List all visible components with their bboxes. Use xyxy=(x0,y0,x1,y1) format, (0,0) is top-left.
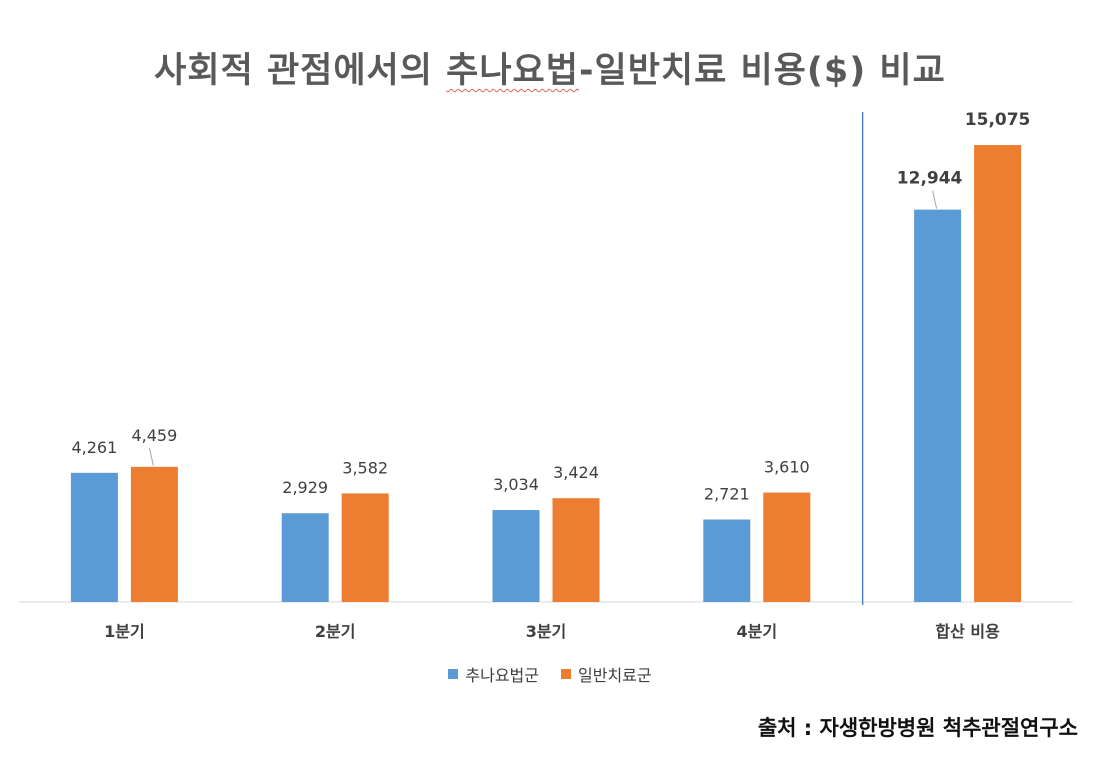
data-label: 3,424 xyxy=(553,463,599,482)
chart-title: 사회적 관점에서의 추나요법-일반치료 비용($) 비교 xyxy=(0,42,1100,93)
bar-chuna xyxy=(492,510,540,602)
title-part-spellcheck: 추나요법 xyxy=(446,51,579,91)
data-label: 4,459 xyxy=(131,426,177,445)
legend-swatch xyxy=(448,669,459,679)
x-tick-label: 2분기 xyxy=(315,622,356,641)
legend-item-chuna: 추나요법군 xyxy=(448,662,539,686)
title-part: 사회적 관점에서의 xyxy=(154,51,447,91)
legend-swatch xyxy=(561,669,571,679)
bar-general xyxy=(130,466,178,602)
label-leader-line xyxy=(932,190,938,209)
x-tick-label: 합산 비용 xyxy=(935,622,1000,641)
bar-general xyxy=(974,145,1022,602)
bar-chuna xyxy=(703,519,751,602)
data-label: 4,261 xyxy=(71,438,117,457)
bar-chuna xyxy=(914,209,962,602)
bar-general xyxy=(763,492,811,602)
data-label: 2,929 xyxy=(282,478,328,497)
title-part: -일반치료 비용($) 비교 xyxy=(578,51,946,91)
x-tick-label: 4분기 xyxy=(737,622,778,641)
x-tick-label: 1분기 xyxy=(104,622,145,641)
bar-chuna xyxy=(70,472,118,602)
data-label: 3,582 xyxy=(342,458,388,477)
x-tick-label: 3분기 xyxy=(526,622,567,641)
legend-label: 추나요법군 xyxy=(465,666,539,685)
bar-general xyxy=(341,493,389,602)
data-label: 3,610 xyxy=(764,458,810,477)
label-leader-line xyxy=(148,447,154,466)
legend: 추나요법군 일반치료군 xyxy=(0,662,1100,686)
data-label: 3,034 xyxy=(493,475,539,494)
bar-general xyxy=(552,498,600,602)
legend-item-general: 일반치료군 xyxy=(561,662,652,686)
data-label: 15,075 xyxy=(965,110,1031,130)
data-label: 12,944 xyxy=(897,169,963,189)
bar-chuna xyxy=(281,513,329,602)
source-note: 출처 : 자생한방병원 척추관절연구소 xyxy=(757,716,1078,740)
legend-label: 일반치료군 xyxy=(578,666,652,685)
data-label: 2,721 xyxy=(704,485,750,504)
